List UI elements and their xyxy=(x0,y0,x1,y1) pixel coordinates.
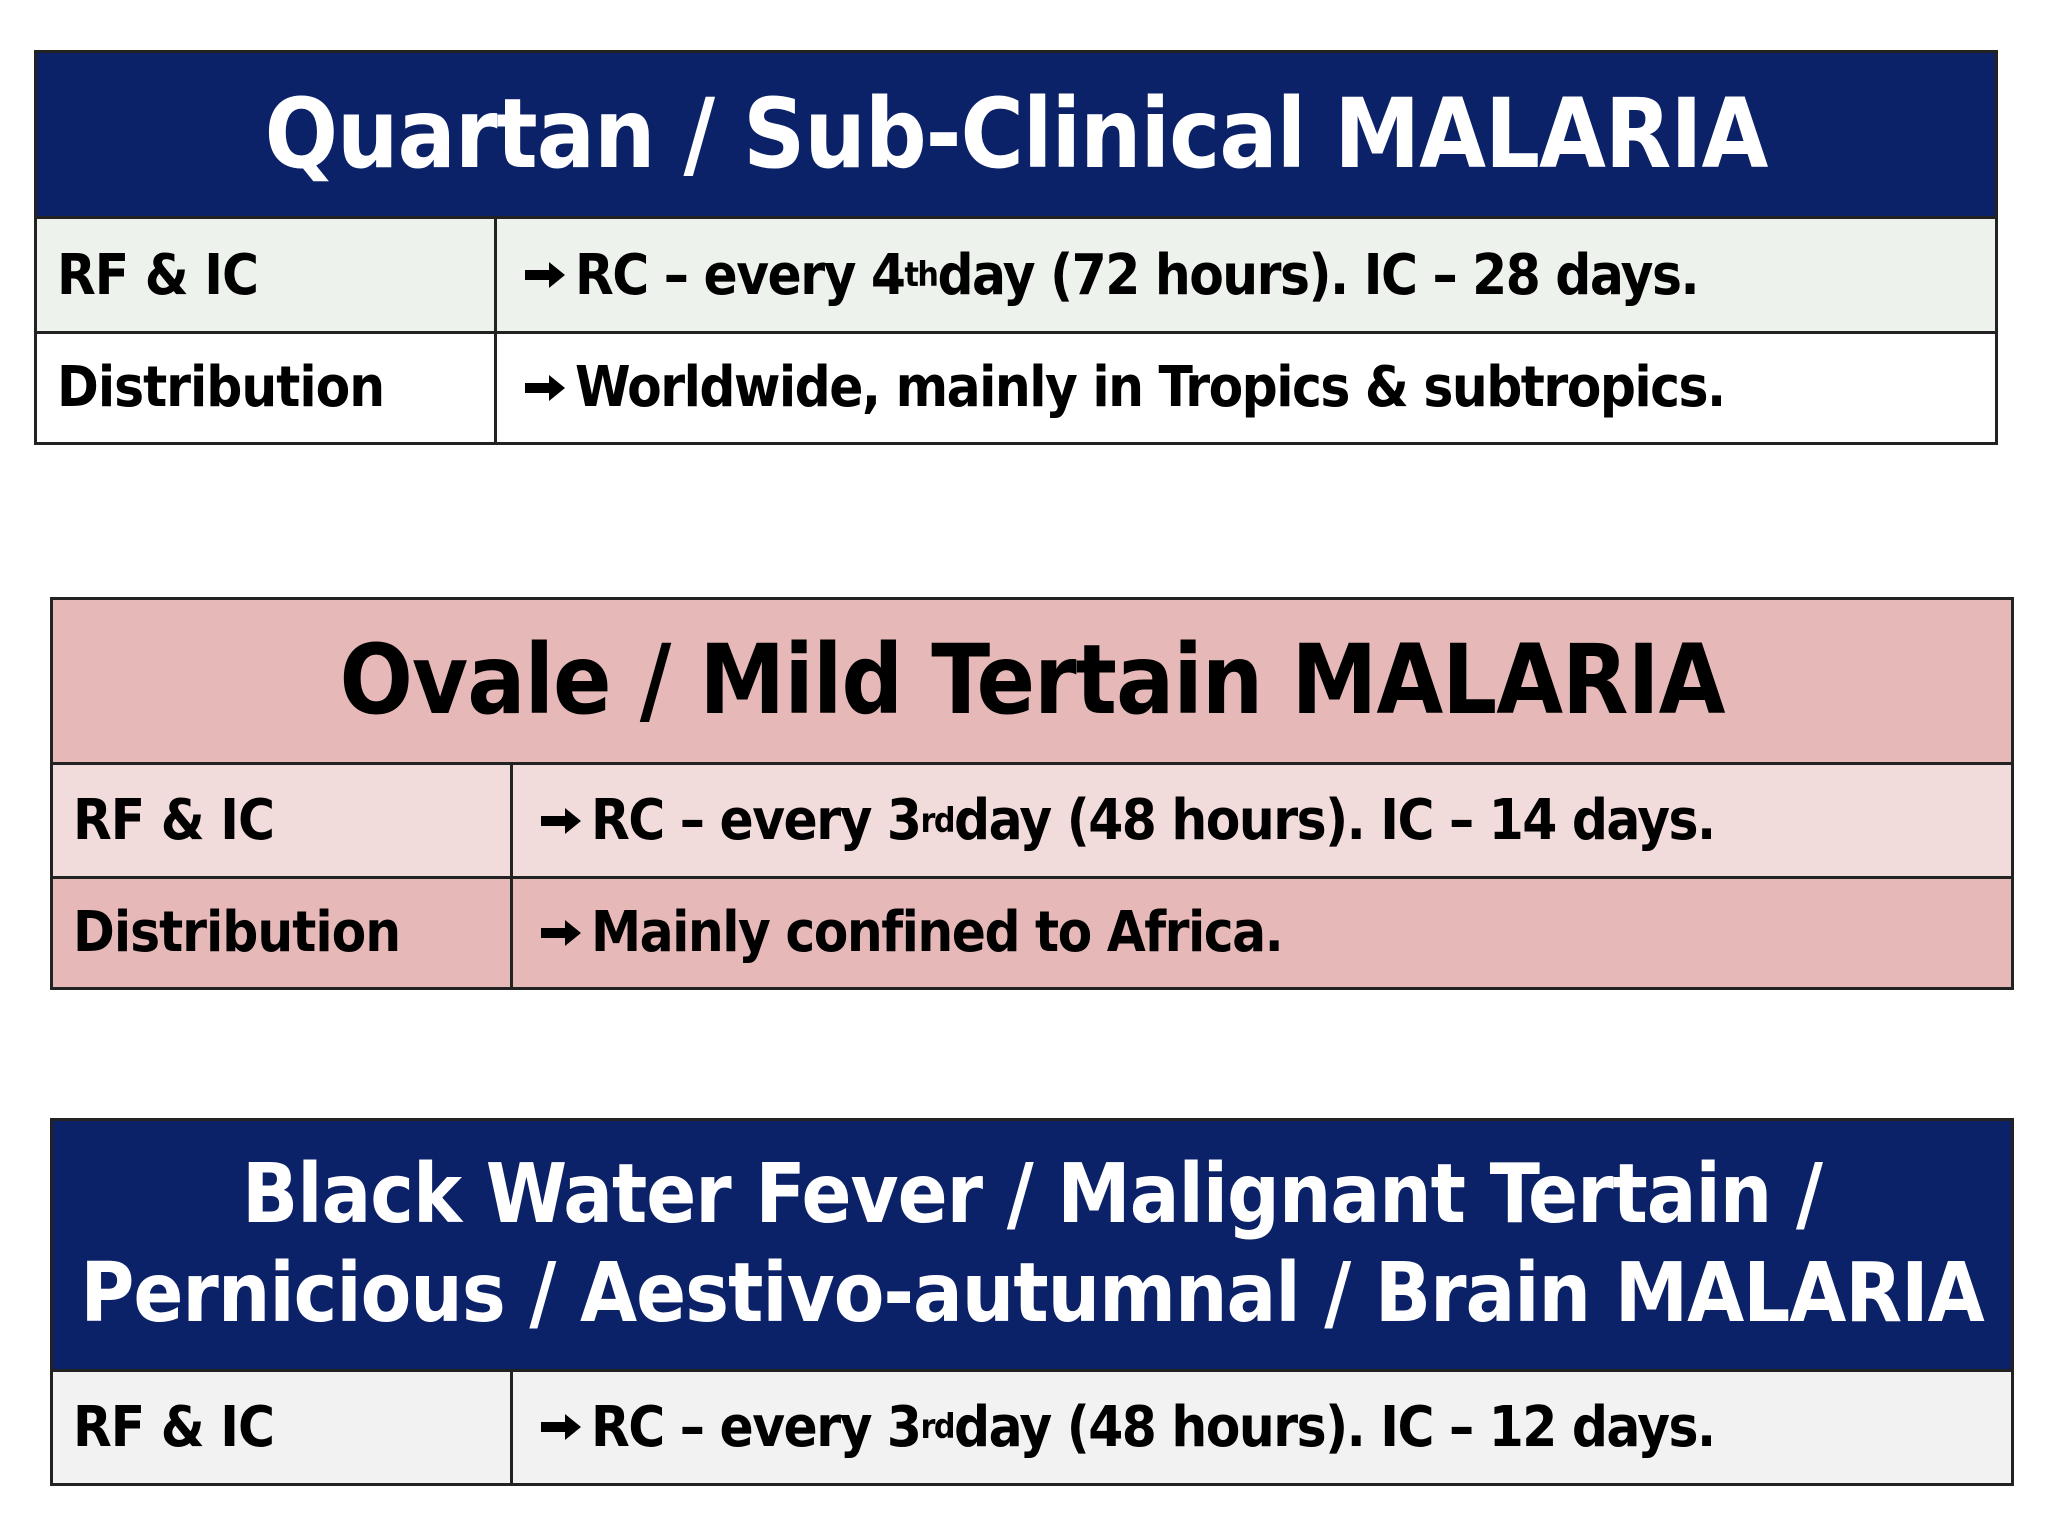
info-table: Quartan / Sub-Clinical MALARIA RF & IC RC … xyxy=(34,50,1998,445)
value-text: day (48 hours). IC – 14 days. xyxy=(954,788,1716,853)
table-title: Black Water Fever / Malignant Tertain / … xyxy=(53,1121,2011,1372)
row-label: RF & IC xyxy=(37,219,497,331)
value-text: day (72 hours). IC – 28 days. xyxy=(937,242,1699,308)
table-title: Quartan / Sub-Clinical MALARIA xyxy=(37,53,1995,220)
table-title: Ovale / Mild Tertain MALARIA xyxy=(53,600,2011,766)
value-text: RC – every 3 xyxy=(591,788,922,853)
arrow-icon xyxy=(525,374,565,401)
info-table: Black Water Fever / Malignant Tertain / … xyxy=(50,1118,2014,1486)
arrow-icon xyxy=(541,1414,581,1441)
row-label: RF & IC xyxy=(53,765,513,876)
value-text: RC – every 4 xyxy=(575,242,906,308)
arrow-icon xyxy=(525,262,565,289)
row-value: Mainly confined to Africa. xyxy=(513,879,2011,987)
value-text: Mainly confined to Africa. xyxy=(591,900,1284,966)
row-label: Distribution xyxy=(37,333,497,442)
table-row: Distribution Worldwide, mainly in Tropics… xyxy=(37,330,1995,442)
arrow-icon xyxy=(541,919,581,946)
info-table: Ovale / Mild Tertain MALARIA RF & IC RC – … xyxy=(50,597,2014,990)
arrow-icon xyxy=(541,807,581,834)
value-text: RC – every 3 xyxy=(591,1394,922,1460)
value-text: Worldwide, mainly in Tropics & subtropic… xyxy=(575,355,1726,421)
row-value: Worldwide, mainly in Tropics & subtropic… xyxy=(497,334,1995,442)
row-label: RF & IC xyxy=(53,1371,513,1483)
value-text: day (48 hours). IC – 12 days. xyxy=(954,1394,1716,1460)
row-label: Distribution xyxy=(53,878,513,987)
table-row: Distribution Mainly confined to Africa. xyxy=(53,875,2011,987)
